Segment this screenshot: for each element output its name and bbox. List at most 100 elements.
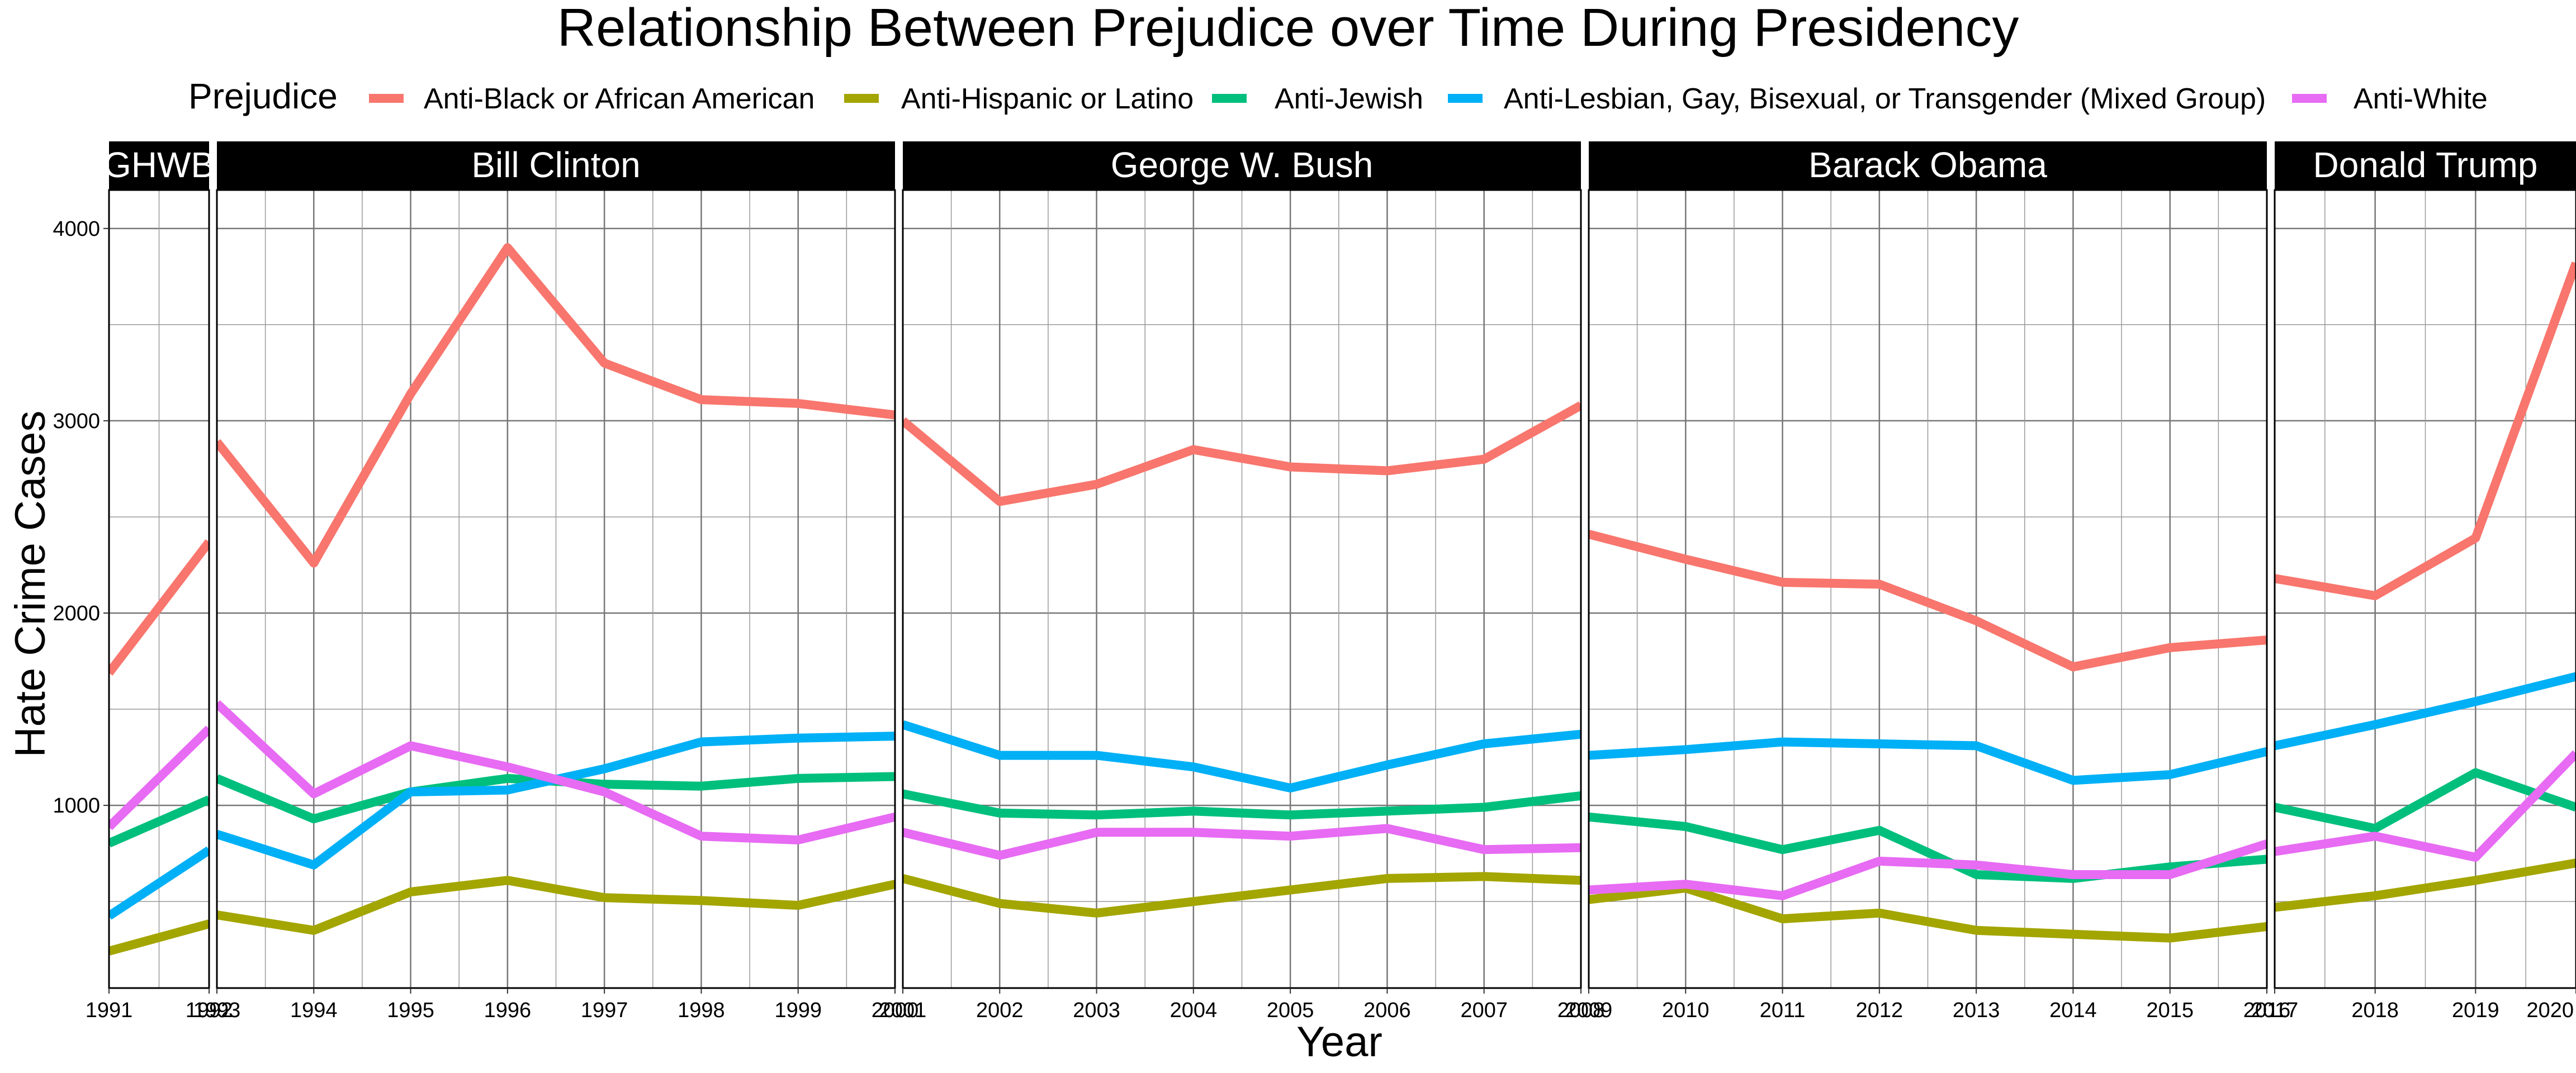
facet-strip-label: George W. Bush (1111, 145, 1374, 185)
facet-strip-background (2275, 141, 2576, 190)
series-line (109, 539, 209, 676)
panel: Barack Obama 2009 2010 2011 2012 2013 2014 2015… (1565, 141, 2291, 1022)
legend: Prejudice Anti-Black or African American… (188, 76, 2488, 116)
facet-strip: Barack Obama (1589, 141, 2267, 190)
x-tick-labels: 2009 2010 2011 2012 2013 2014 2015 2016 (1565, 988, 2291, 1022)
y-tick-label: 1000 (53, 794, 100, 818)
series-line (903, 872, 1581, 918)
series-line (109, 725, 209, 830)
legend-label: Anti-Jewish (1275, 83, 1423, 115)
series-line (2275, 768, 2576, 833)
x-tick-label: 2014 (2049, 999, 2097, 1022)
series-line (1589, 737, 2267, 785)
series-line (217, 243, 895, 568)
x-tick-label: 1997 (581, 999, 628, 1022)
legend-label: Anti-Hispanic or Latino (901, 83, 1194, 115)
facet-strip-background (109, 141, 209, 190)
facet-strip-background (217, 141, 895, 190)
x-tick-label: 2004 (1170, 999, 1218, 1022)
x-tick-label: 2007 (1460, 999, 1508, 1022)
series-line (903, 824, 1581, 860)
y-axis-title: Hate Crime Cases (7, 411, 54, 758)
x-tick-labels: 2017 2018 2019 2020 (2251, 988, 2576, 1022)
x-tick-label: 2010 (1662, 999, 1710, 1022)
y-tick-label: 4000 (53, 217, 100, 241)
facet-strip-label: GHWB (103, 145, 215, 185)
x-tick-label: 2017 (2251, 999, 2299, 1022)
x-tick-label: 2008 (1557, 999, 1605, 1022)
x-tick-label: 2012 (1856, 999, 1903, 1022)
y-tick-labels: 1000 2000 3000 4000 (53, 217, 109, 818)
x-tick-label: 2015 (2146, 999, 2194, 1022)
legend-label: Anti-White (2354, 83, 2488, 115)
series-line (217, 876, 895, 935)
x-tick-label: 1993 (193, 999, 241, 1022)
x-tick-label: 2006 (1363, 999, 1411, 1022)
series-line (1589, 812, 2267, 883)
panel: GHWB 1991 1992 (86, 141, 233, 1022)
series-line (2275, 262, 2576, 600)
x-tick-label: 2001 (879, 999, 927, 1022)
series-line (2275, 750, 2576, 862)
x-tick-label: 1992 (186, 999, 233, 1022)
series-lines (217, 243, 895, 935)
panel: Bill Clinton 1993 1994 1995 1996 1997 1998 1999… (193, 141, 919, 1022)
grid (1589, 190, 2267, 988)
y-tick-label: 2000 (53, 602, 100, 625)
grid (903, 190, 1581, 988)
x-tick-label: 1998 (678, 999, 725, 1022)
series-line (1589, 884, 2267, 943)
x-tick-label: 2019 (2452, 999, 2499, 1022)
series-line (2275, 672, 2576, 751)
series-line (903, 789, 1581, 820)
x-tick-label: 1991 (86, 999, 133, 1022)
x-tick-label: 1995 (387, 999, 434, 1022)
x-tick-labels: 1993 1994 1995 1996 1997 1998 1999 2000 (193, 988, 919, 1022)
series-line (109, 919, 209, 956)
panel: Donald Trump 2017 2018 2019 2020 (2251, 141, 2576, 1022)
series-lines (109, 539, 209, 956)
y-tick-label: 3000 (53, 410, 100, 433)
series-lines (1589, 530, 2267, 943)
series-line (109, 846, 209, 920)
x-axis-title: Year (1296, 1018, 1382, 1066)
grid (217, 190, 895, 988)
x-tick-label: 2003 (1073, 999, 1120, 1022)
facet-strip-label: Bill Clinton (471, 145, 640, 185)
panels: GHWB 1991 1992 Bill Clinton 1993 1994 1995 1996… (53, 141, 2576, 1022)
x-tick-label: 2020 (2526, 999, 2574, 1022)
x-tick-label: 2011 (1760, 999, 1806, 1022)
facet-strip-background (1589, 141, 2267, 190)
x-tick-label: 1996 (484, 999, 532, 1022)
series-line (903, 401, 1581, 506)
x-tick-label: 2018 (2351, 999, 2399, 1022)
x-tick-label: 2005 (1267, 999, 1314, 1022)
x-tick-label: 2013 (1953, 999, 2000, 1022)
x-tick-label: 2000 (872, 999, 919, 1022)
legend-label: Anti-Lesbian, Gay, Bisexual, or Transgen… (1504, 83, 2266, 115)
x-tick-labels: 2001 2002 2003 2004 2005 2006 2007 2008 (879, 988, 1605, 1022)
x-tick-label: 2009 (1565, 999, 1613, 1022)
x-tick-label: 1994 (290, 999, 338, 1022)
series-line (109, 795, 209, 848)
facet-strip: Bill Clinton (217, 141, 895, 190)
series-line (1589, 530, 2267, 672)
facet-strip-label: Barack Obama (1808, 145, 2047, 185)
legend-label: Anti-Black or African American (424, 83, 815, 115)
series-line (2275, 858, 2576, 912)
x-tick-label: 2002 (976, 999, 1024, 1022)
series-lines (903, 401, 1581, 918)
facet-strip-background (903, 141, 1581, 190)
facet-strip: Donald Trump (2275, 141, 2576, 190)
series-line (1589, 839, 2267, 900)
chart-title: Relationship Between Prejudice over Time… (557, 0, 2019, 58)
facet-strip: GHWB (103, 141, 215, 190)
series-line (903, 720, 1581, 793)
series-line (217, 700, 895, 844)
facet-strip: George W. Bush (903, 141, 1581, 190)
x-tick-label: 2016 (2243, 999, 2291, 1022)
facet-strip-label: Donald Trump (2313, 145, 2538, 185)
x-tick-labels: 1991 1992 (86, 988, 233, 1022)
